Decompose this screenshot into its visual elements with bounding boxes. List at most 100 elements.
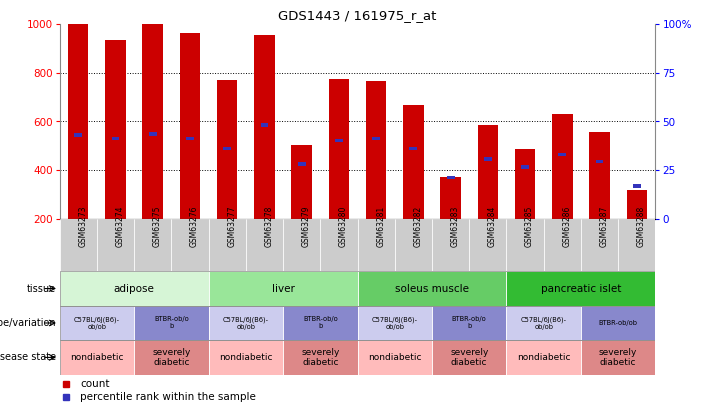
Bar <box>559 153 566 156</box>
Bar <box>432 340 506 375</box>
Bar <box>329 79 349 219</box>
Bar <box>186 137 193 140</box>
Bar <box>298 162 306 166</box>
Bar <box>358 219 395 271</box>
Bar <box>60 306 655 340</box>
Bar <box>590 132 610 219</box>
Bar <box>618 219 655 271</box>
Bar <box>217 80 238 219</box>
Bar <box>320 219 358 271</box>
Bar <box>60 271 209 306</box>
Bar <box>60 340 134 375</box>
Bar <box>432 306 506 340</box>
Text: GSM63283: GSM63283 <box>451 206 460 247</box>
Text: liver: liver <box>271 284 294 294</box>
Bar <box>440 177 461 219</box>
Bar <box>409 147 417 150</box>
Bar <box>506 340 581 375</box>
Text: soleus muscle: soleus muscle <box>395 284 469 294</box>
Text: count: count <box>81 379 110 389</box>
Text: GSM63280: GSM63280 <box>339 206 348 247</box>
Text: GSM63279: GSM63279 <box>301 206 311 247</box>
Text: GSM63274: GSM63274 <box>116 206 125 247</box>
Text: nondiabetic: nondiabetic <box>368 353 421 362</box>
Text: GSM63276: GSM63276 <box>190 206 199 247</box>
Bar <box>395 219 432 271</box>
Bar <box>522 165 529 168</box>
Text: GSM63277: GSM63277 <box>227 206 236 247</box>
Bar <box>60 219 97 271</box>
Bar <box>209 306 283 340</box>
Text: GSM63286: GSM63286 <box>562 206 571 247</box>
Bar <box>292 145 312 219</box>
Text: severely
diabetic: severely diabetic <box>301 348 339 367</box>
Text: GSM63285: GSM63285 <box>525 206 534 247</box>
Text: GSM63278: GSM63278 <box>264 206 273 247</box>
Bar <box>134 219 171 271</box>
Bar <box>261 124 268 127</box>
Text: C57BL/6J(B6)-
ob/ob: C57BL/6J(B6)- ob/ob <box>521 316 566 330</box>
Text: GSM63284: GSM63284 <box>488 206 497 247</box>
Bar <box>506 219 544 271</box>
Text: disease state: disease state <box>0 352 56 362</box>
Bar <box>358 271 506 306</box>
Bar <box>283 219 320 271</box>
Bar <box>335 139 343 142</box>
Bar <box>581 219 618 271</box>
Bar <box>60 271 655 306</box>
Bar <box>283 340 358 375</box>
Bar <box>105 40 125 219</box>
Text: severely
diabetic: severely diabetic <box>450 348 489 367</box>
Bar <box>60 306 134 340</box>
Text: C57BL/6J(B6)-
ob/ob: C57BL/6J(B6)- ob/ob <box>223 316 268 330</box>
Bar <box>209 271 358 306</box>
Bar <box>581 340 655 375</box>
Text: C57BL/6J(B6)-
ob/ob: C57BL/6J(B6)- ob/ob <box>74 316 120 330</box>
Bar <box>97 219 134 271</box>
Bar <box>209 219 246 271</box>
Bar <box>254 35 275 219</box>
Text: BTBR-ob/o
b: BTBR-ob/o b <box>303 316 338 330</box>
Bar <box>171 219 209 271</box>
Bar <box>366 81 386 219</box>
Text: nondiabetic: nondiabetic <box>219 353 273 362</box>
Bar <box>596 160 604 163</box>
Text: GSM63281: GSM63281 <box>376 206 385 247</box>
Text: tissue: tissue <box>27 284 56 294</box>
Text: GSM63282: GSM63282 <box>414 206 423 247</box>
Text: C57BL/6J(B6)-
ob/ob: C57BL/6J(B6)- ob/ob <box>372 316 418 330</box>
Bar <box>134 340 209 375</box>
Bar <box>358 306 432 340</box>
Text: nondiabetic: nondiabetic <box>517 353 571 362</box>
Text: percentile rank within the sample: percentile rank within the sample <box>81 392 257 402</box>
Title: GDS1443 / 161975_r_at: GDS1443 / 161975_r_at <box>278 9 437 22</box>
Bar <box>506 306 581 340</box>
Bar <box>432 219 469 271</box>
Text: BTBR-ob/ob: BTBR-ob/ob <box>599 320 638 326</box>
Text: genotype/variation: genotype/variation <box>0 318 56 328</box>
Text: severely
diabetic: severely diabetic <box>152 348 191 367</box>
Bar <box>179 33 200 219</box>
Bar <box>142 24 163 219</box>
Bar <box>68 24 88 219</box>
Bar <box>627 190 647 219</box>
Bar <box>60 340 655 375</box>
Bar <box>149 132 156 136</box>
Bar <box>633 184 641 188</box>
Bar <box>224 147 231 150</box>
Bar <box>74 133 82 136</box>
Text: GSM63288: GSM63288 <box>637 206 646 247</box>
Bar <box>209 340 283 375</box>
Text: BTBR-ob/o
b: BTBR-ob/o b <box>154 316 189 330</box>
Text: nondiabetic: nondiabetic <box>70 353 123 362</box>
Bar <box>134 306 209 340</box>
Text: GSM63287: GSM63287 <box>599 206 608 247</box>
Bar <box>477 125 498 219</box>
Bar <box>246 219 283 271</box>
Bar <box>447 176 454 179</box>
Text: pancreatic islet: pancreatic islet <box>540 284 621 294</box>
Bar <box>372 137 380 140</box>
Text: GSM63273: GSM63273 <box>79 206 87 247</box>
Bar <box>552 114 573 219</box>
Bar <box>544 219 581 271</box>
